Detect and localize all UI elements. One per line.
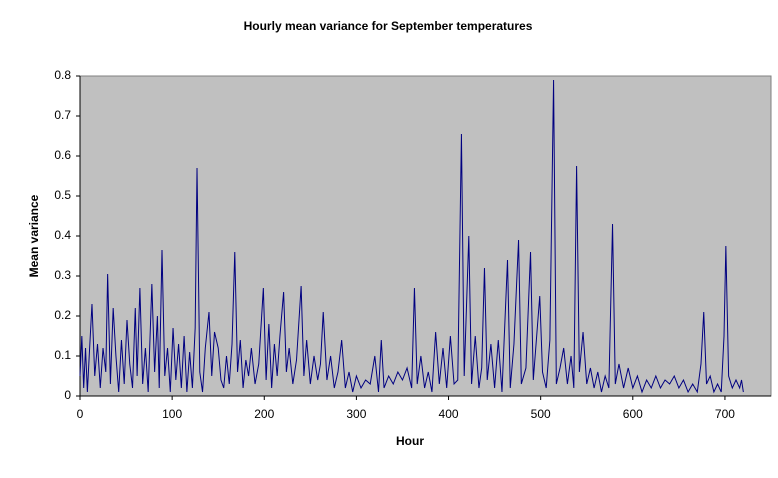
- y-tick-label: 0.5: [54, 188, 71, 202]
- x-tick-label: 400: [439, 407, 459, 421]
- y-tick-label: 0.6: [54, 148, 71, 162]
- x-axis-label: Hour: [396, 434, 424, 448]
- plot-area: [79, 75, 772, 397]
- y-tick-label: 0.3: [54, 268, 71, 282]
- data-line: [79, 79, 744, 394]
- x-tick-label: 700: [715, 407, 735, 421]
- y-tick-label: 0.2: [54, 308, 71, 322]
- y-tick-label: 0.4: [54, 228, 71, 242]
- y-tick-label: 0.8: [54, 68, 71, 82]
- x-tick-label: 600: [623, 407, 643, 421]
- x-tick-label: 0: [77, 407, 84, 421]
- y-tick-label: 0.7: [54, 108, 71, 122]
- x-tick-label: 100: [162, 407, 182, 421]
- x-tick-label: 300: [346, 407, 366, 421]
- chart-title: Hourly mean variance for September tempe…: [244, 19, 533, 33]
- y-tick-label: 0: [64, 388, 71, 402]
- x-tick-label: 500: [531, 407, 551, 421]
- y-axis-label: Mean variance: [27, 194, 41, 277]
- y-tick-label: 0.1: [54, 348, 71, 362]
- x-tick-label: 200: [254, 407, 274, 421]
